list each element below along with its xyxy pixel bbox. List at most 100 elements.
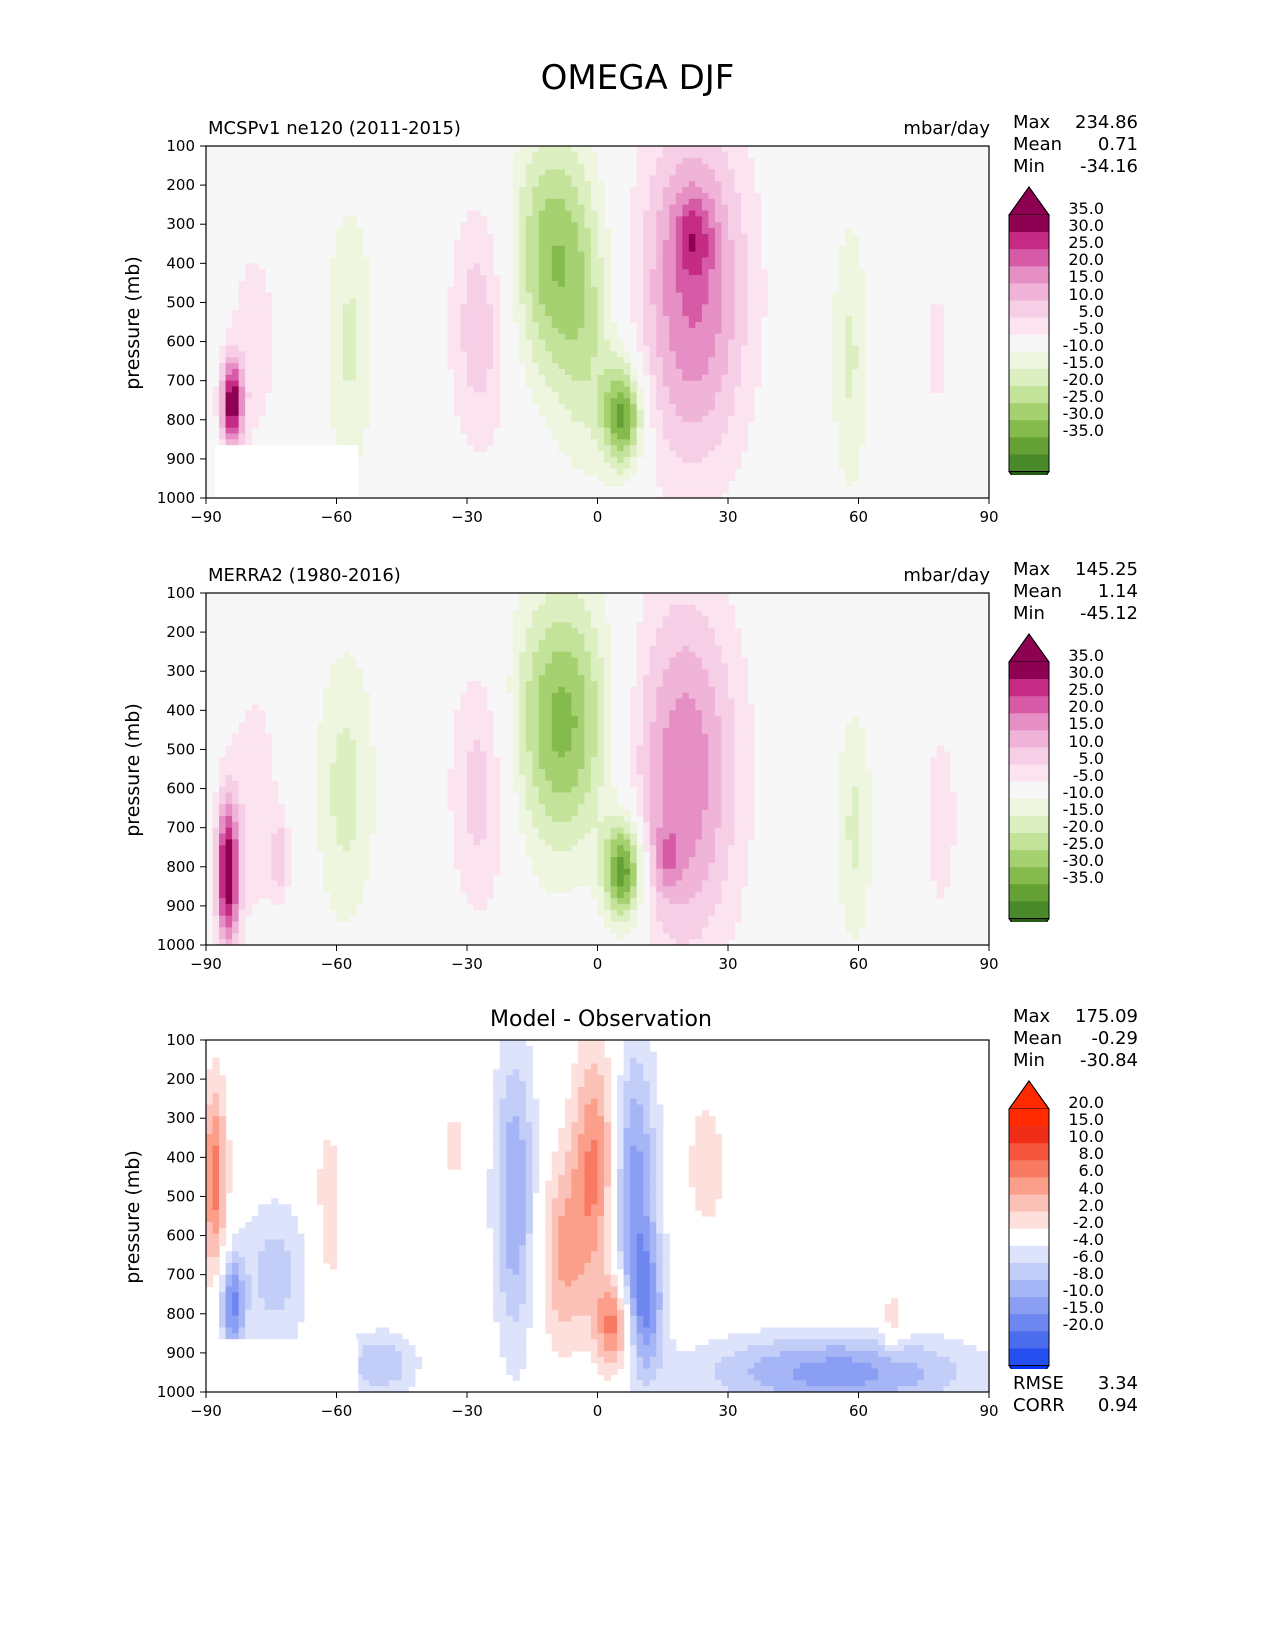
field-cell xyxy=(219,839,227,846)
field-cell xyxy=(238,862,246,870)
field-cell xyxy=(349,839,357,846)
field-cell xyxy=(623,839,631,846)
field-cell xyxy=(480,275,488,282)
field-cell xyxy=(473,780,481,788)
field-cell xyxy=(356,421,364,429)
field-cell xyxy=(669,322,677,329)
field-cell xyxy=(630,280,638,288)
field-cell xyxy=(356,833,364,840)
field-cell xyxy=(349,892,357,899)
field-cell xyxy=(258,821,266,829)
field-cell xyxy=(564,351,573,358)
field-cell xyxy=(675,228,683,235)
field-cell xyxy=(362,810,370,817)
field-cell xyxy=(512,710,520,717)
field-cell xyxy=(597,669,605,676)
field-cell xyxy=(551,792,559,799)
field-cell xyxy=(212,851,220,858)
field-cell xyxy=(747,363,755,370)
field-cell xyxy=(316,727,325,735)
field-cell xyxy=(480,851,488,858)
field-cell xyxy=(264,316,272,323)
field-cell xyxy=(493,357,501,364)
field-cell xyxy=(636,386,644,393)
field-cell xyxy=(245,357,253,364)
field-cell xyxy=(362,727,370,735)
field-cell xyxy=(590,175,599,182)
field-cell xyxy=(590,774,599,782)
field-cell xyxy=(225,351,233,358)
field-cell xyxy=(232,345,240,352)
field-cell xyxy=(669,157,677,165)
field-cell xyxy=(538,857,546,864)
field-cell xyxy=(662,622,670,629)
field-cell xyxy=(369,757,377,764)
field-cell xyxy=(597,821,605,829)
field-cell xyxy=(669,880,677,887)
field-cell xyxy=(245,286,253,294)
field-cell xyxy=(662,833,670,840)
field-cell xyxy=(604,868,612,876)
field-cell xyxy=(604,480,612,487)
field-cell xyxy=(525,298,533,305)
field-cell xyxy=(356,427,364,435)
field-cell xyxy=(721,169,729,176)
field-cell xyxy=(362,368,370,376)
field-cell xyxy=(656,692,664,700)
colorbar-tick-label: 5.0 xyxy=(1078,301,1104,321)
field-cell xyxy=(473,798,481,805)
field-cell xyxy=(571,368,579,376)
field-cell xyxy=(662,675,670,682)
field-cell xyxy=(264,892,272,899)
field-cell xyxy=(734,415,742,423)
field-cell xyxy=(604,921,612,928)
field-cell xyxy=(564,634,573,641)
field-cell xyxy=(519,786,527,794)
field-cell xyxy=(597,686,605,694)
field-cell xyxy=(251,363,259,370)
field-cell xyxy=(264,380,272,388)
field-cell xyxy=(675,798,683,805)
field-cell xyxy=(238,903,246,911)
field-cell xyxy=(584,833,592,840)
field-cell xyxy=(610,374,618,382)
field-cell xyxy=(721,181,729,188)
field-cell xyxy=(349,304,357,311)
field-cell xyxy=(232,868,240,876)
field-cell xyxy=(323,722,331,729)
field-cell xyxy=(590,151,599,159)
field-cell xyxy=(656,792,664,799)
field-cell xyxy=(662,663,670,670)
field-cell xyxy=(623,886,631,893)
field-cell xyxy=(460,751,468,758)
field-cell xyxy=(930,374,938,382)
field-cell xyxy=(329,804,338,811)
field-cell xyxy=(238,769,246,776)
field-cell xyxy=(251,751,259,758)
field-cell xyxy=(349,386,357,393)
field-cell xyxy=(343,780,351,788)
field-cell xyxy=(473,851,481,858)
field-cell xyxy=(258,286,266,294)
field-cell xyxy=(251,410,259,417)
field-cell xyxy=(604,892,612,899)
field-cell xyxy=(545,727,553,735)
field-cell xyxy=(604,433,612,440)
field-cell xyxy=(251,275,259,282)
field-cell xyxy=(453,815,462,823)
field-cell xyxy=(649,839,657,846)
field-cell xyxy=(264,345,272,352)
field-cell xyxy=(362,780,370,788)
field-cell xyxy=(747,269,755,276)
field-cell xyxy=(519,598,527,606)
field-cell xyxy=(584,593,592,600)
field-cell xyxy=(538,845,546,852)
field-cell xyxy=(336,228,344,235)
field-cell xyxy=(682,339,690,347)
field-cell xyxy=(532,234,540,241)
field-cell xyxy=(329,880,338,887)
field-cell xyxy=(604,657,612,664)
field-cell xyxy=(545,333,553,341)
field-cell xyxy=(362,798,370,805)
field-cell xyxy=(532,210,540,217)
